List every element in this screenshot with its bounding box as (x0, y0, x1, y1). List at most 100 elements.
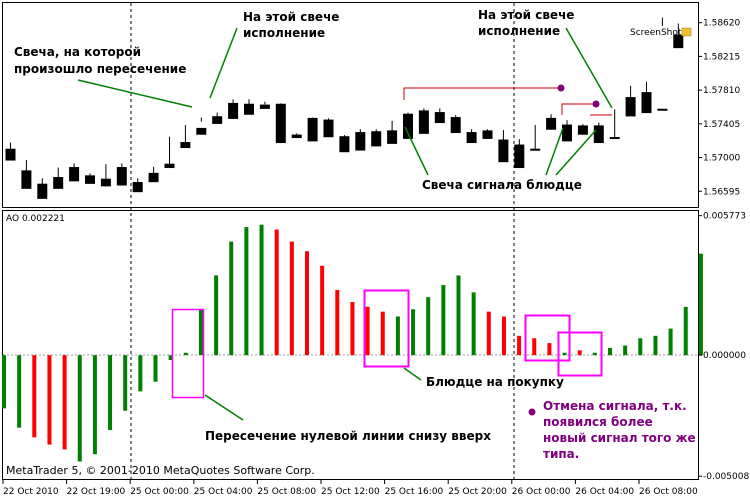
ao-tick-label: 0.005773 (703, 212, 746, 222)
time-tick-label: 25 Oct 08:00 (257, 487, 316, 497)
candle-body (53, 177, 64, 189)
ao-bar (547, 343, 552, 356)
candle (164, 136, 175, 169)
ao-bar (229, 241, 234, 356)
ao-bar (395, 316, 400, 356)
candle (625, 85, 636, 117)
candle-body (196, 127, 207, 135)
annotation-saucer-buy: Блюдце на покупку (426, 375, 564, 389)
candle (259, 101, 270, 109)
candle-body (418, 110, 429, 134)
candle-body (371, 131, 382, 147)
time-tick-label: 22 Oct 2010 (3, 487, 59, 497)
candle-body (307, 117, 318, 142)
candle (275, 103, 286, 144)
signal-level-line-1 (403, 87, 561, 100)
ao-bar (471, 292, 476, 356)
ao-bar (350, 302, 355, 356)
annotation-saucer-candle: Свеча сигнала блюдце (422, 178, 582, 192)
candle-body (212, 116, 223, 124)
candle-body (323, 119, 334, 138)
ao-bar (456, 275, 461, 356)
ao-bar (2, 355, 6, 409)
ao-bar (517, 335, 522, 356)
ao-bar (153, 355, 158, 382)
candles-layer (5, 17, 684, 199)
candle-body (562, 124, 572, 142)
ao-bar (698, 253, 703, 356)
leader-saucer-candle-2 (545, 127, 564, 176)
time-tick-label: 26 Oct 08:00 (639, 487, 698, 497)
price-axis: 1.58620 1.58215 1.57810 1.57405 1.57000 1.565… (698, 19, 740, 197)
candle (116, 163, 127, 186)
price-tick-label: 1.58215 (703, 52, 740, 62)
time-axis: 22 Oct 2010 22 Oct 19:00 25 Oct 00:00 25 Oc… (2, 480, 698, 497)
candle-body (641, 92, 652, 114)
candle (244, 99, 254, 115)
candle (498, 130, 509, 163)
cancel-marker (528, 408, 536, 416)
candle (323, 118, 334, 138)
time-tick-label: 25 Oct 16:00 (385, 487, 444, 497)
ao-bar (592, 352, 597, 356)
ao-bar (62, 355, 67, 450)
ao-bar (305, 251, 309, 356)
ao-bar (562, 352, 567, 356)
candle (482, 129, 493, 139)
candle (5, 142, 16, 161)
candle (673, 23, 684, 49)
leader-execution-1 (209, 27, 238, 99)
ao-bar (183, 352, 188, 356)
ao-bar (426, 297, 431, 356)
candle (546, 114, 557, 130)
candle-body (609, 137, 620, 140)
ao-bar (501, 316, 506, 356)
price-tick-label: 1.56595 (703, 187, 740, 197)
candle-body (403, 113, 413, 139)
candle (418, 108, 429, 134)
ao-tick-label: 0.000000 (703, 351, 746, 361)
candle-body (546, 117, 557, 130)
time-tick-label: 25 Oct 00:00 (130, 487, 189, 497)
ao-value-label: AO 0.002221 (6, 214, 65, 224)
candle-body (530, 148, 541, 151)
candle-body (482, 130, 493, 139)
ao-bar (532, 338, 537, 356)
candle (85, 173, 95, 184)
candle-body (275, 103, 286, 144)
annotation-crossover-candle: Свеча, на которой произошло пересечение (14, 45, 186, 76)
candle-body (164, 163, 175, 169)
candle (212, 112, 223, 124)
screenshot-icon[interactable] (681, 27, 692, 37)
ao-bar (365, 306, 370, 356)
candle-body (180, 142, 191, 149)
candle (339, 135, 350, 153)
ao-bar (244, 227, 249, 356)
candle-body (228, 102, 239, 119)
time-tick-label: 22 Oct 19:00 (67, 487, 126, 497)
candle-body (5, 148, 16, 161)
ao-bar (17, 355, 22, 428)
price-tick-label: 1.57405 (703, 120, 740, 130)
ao-bar (47, 355, 52, 445)
ao-bar (335, 289, 340, 356)
candle (450, 115, 461, 134)
ao-bar (577, 350, 582, 356)
candle (53, 167, 64, 189)
ao-bar (683, 306, 688, 356)
leader-crossover (77, 79, 193, 108)
candle-body (37, 183, 48, 199)
signal-marker-2 (592, 100, 600, 108)
time-tick-label: 26 Oct 00:00 (512, 487, 571, 497)
candle-body (434, 112, 445, 124)
candle-body (450, 117, 461, 134)
time-tick-label: 25 Oct 12:00 (321, 487, 380, 497)
time-tick-label: 26 Oct 04:00 (575, 487, 634, 497)
signal-level-line-2 (561, 103, 596, 115)
ao-bar (108, 355, 113, 431)
candle (403, 112, 413, 139)
ao-bar (380, 311, 385, 356)
zero-cross-box (171, 308, 205, 399)
candle-body (85, 175, 95, 184)
